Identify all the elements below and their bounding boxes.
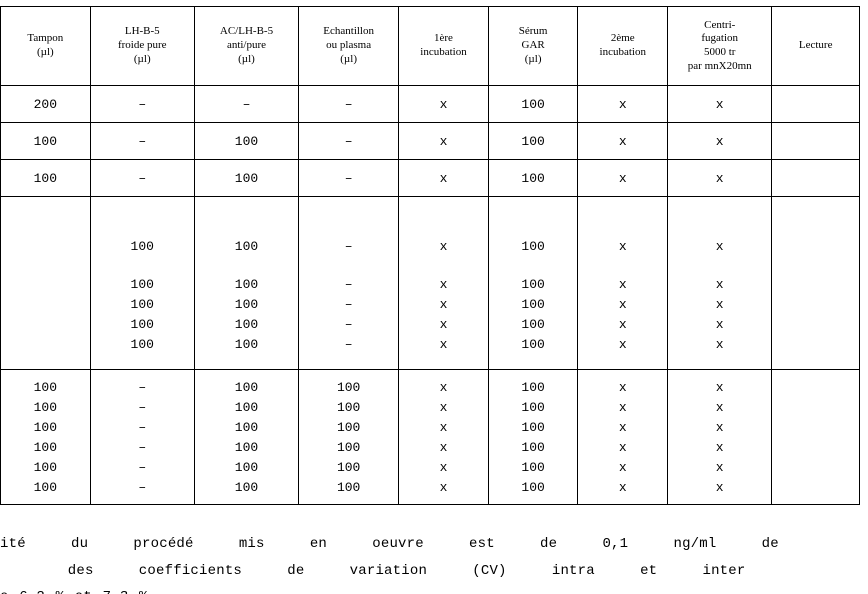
col-header: Centri-fugation5000 trpar mnX20mn [668, 7, 772, 86]
cell: 200 [1, 86, 91, 123]
cell: – [299, 86, 399, 123]
cell: – [299, 160, 399, 197]
cell: 100100100100100 [194, 197, 298, 370]
cell: xxxxx [399, 197, 489, 370]
col-header: Lecture [772, 7, 860, 86]
cell: x [399, 123, 489, 160]
col-header: LH-B-5froide pure(µl) [90, 7, 194, 86]
table-row: 200 – – – x 100 x x [1, 86, 860, 123]
cell: – [90, 86, 194, 123]
cell: 100100100100100100 [194, 370, 298, 505]
cell: – [90, 123, 194, 160]
cell [772, 160, 860, 197]
col-header: Echantillonou plasma(µl) [299, 7, 399, 86]
caption-text: ité du procédé mis en oeuvre est de 0,1 … [0, 531, 864, 594]
cell: 100 [194, 160, 298, 197]
col-header: 2èmeincubation [578, 7, 668, 86]
col-header: AC/LH-B-5anti/pure(µl) [194, 7, 298, 86]
cell: 100 [488, 123, 578, 160]
cell: – [90, 160, 194, 197]
caption-line: e 6,2 % et 7,3 %. [0, 589, 156, 594]
cell: 100100100100100100 [299, 370, 399, 505]
cell: x [578, 86, 668, 123]
cell: x [668, 160, 772, 197]
cell: xxxxxx [399, 370, 489, 505]
cell: xxxxx [668, 197, 772, 370]
cell: x [578, 123, 668, 160]
cell: x [668, 86, 772, 123]
cell: 100100100100100 [488, 197, 578, 370]
cell: 100 [194, 123, 298, 160]
cell [772, 370, 860, 505]
cell: 100 [488, 86, 578, 123]
caption-line: ité du procédé mis en oeuvre est de 0,1 … [0, 536, 779, 552]
cell [772, 197, 860, 370]
col-header: SérumGAR(µl) [488, 7, 578, 86]
cell: –––––– [90, 370, 194, 505]
cell: ––––– [299, 197, 399, 370]
cell: 100 [488, 160, 578, 197]
table-row-samples: 100100100100100100 –––––– 10010010010010… [1, 370, 860, 505]
col-header: Tampon(µl) [1, 7, 91, 86]
cell: 100 [1, 123, 91, 160]
cell: 100100100100100100 [488, 370, 578, 505]
cell [1, 197, 91, 370]
table-row: 100 – 100 – x 100 x x [1, 160, 860, 197]
cell: – [299, 123, 399, 160]
table-header-row: Tampon(µl) LH-B-5froide pure(µl) AC/LH-B… [1, 7, 860, 86]
cell: 100100100100100100 [1, 370, 91, 505]
cell: x [399, 160, 489, 197]
cell: xxxxx [578, 197, 668, 370]
cell: 100 [1, 160, 91, 197]
table-row: 100 – 100 – x 100 x x [1, 123, 860, 160]
cell: xxxxxx [668, 370, 772, 505]
table-row-standards: 100100100100100 100100100100100 ––––– xx… [1, 197, 860, 370]
cell [772, 86, 860, 123]
col-header: 1èreincubation [399, 7, 489, 86]
cell: x [668, 123, 772, 160]
caption-line: des coefficients de variation (CV) intra… [0, 563, 745, 579]
cell: – [194, 86, 298, 123]
cell: x [399, 86, 489, 123]
cell: 100100100100100 [90, 197, 194, 370]
cell [772, 123, 860, 160]
protocol-table: Tampon(µl) LH-B-5froide pure(µl) AC/LH-B… [0, 6, 860, 505]
cell: xxxxxx [578, 370, 668, 505]
cell: x [578, 160, 668, 197]
